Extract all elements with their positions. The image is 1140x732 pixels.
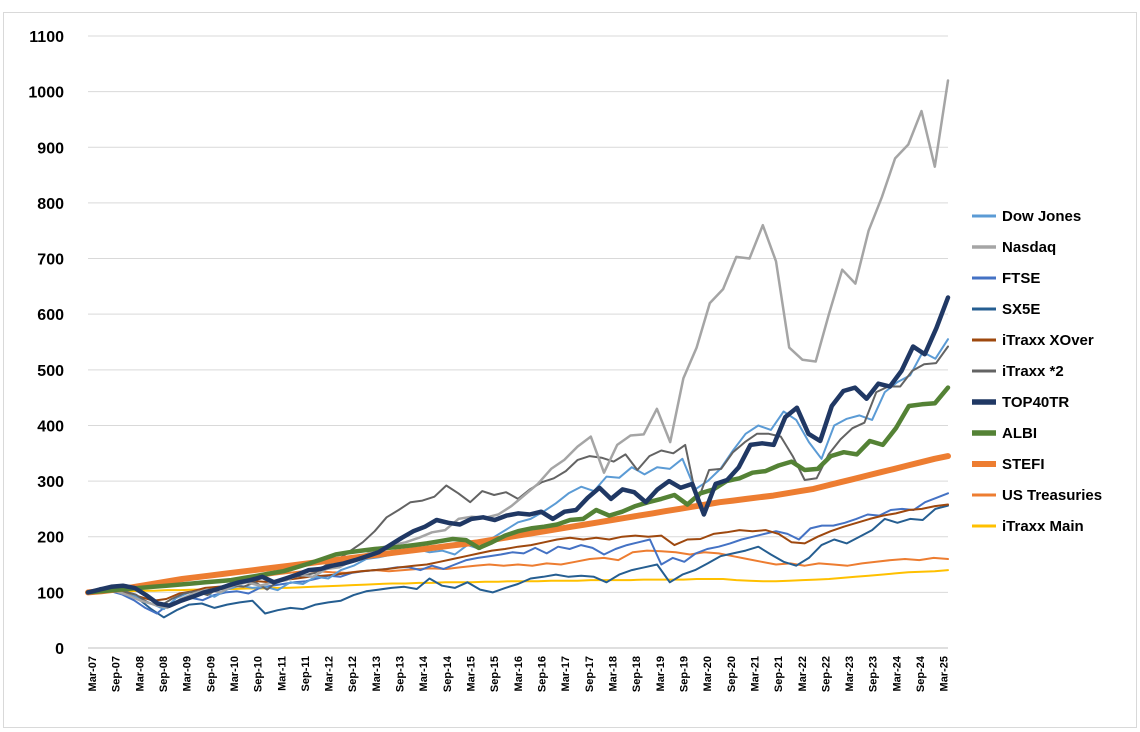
- y-tick-label: 700: [37, 252, 64, 269]
- series-line-stefi: [85, 453, 951, 596]
- x-tick-label: Mar-09: [182, 656, 194, 691]
- series-line-ftse: [87, 492, 949, 615]
- x-axis-ticks: Mar-07 Sep-07 Mar-08 Sep-08 Mar-09 Sep-09 Mar-…: [87, 655, 951, 692]
- y-tick-label: 400: [37, 418, 64, 435]
- x-tick-label: Mar-18: [607, 656, 619, 691]
- x-tick-label: Mar-23: [844, 656, 856, 691]
- legend-label: SX5E: [1002, 301, 1040, 318]
- x-tick-label: Sep-08: [158, 656, 170, 692]
- legend-label: FTSE: [1002, 270, 1040, 287]
- y-tick-label: 600: [37, 307, 64, 324]
- x-tick-label: Sep-13: [395, 656, 407, 692]
- x-tick-label: Sep-09: [205, 656, 217, 692]
- gridlines: [88, 35, 948, 649]
- x-tick-label: Sep-17: [584, 656, 596, 692]
- legend-label: ALBI: [1002, 425, 1037, 442]
- x-tick-label: Mar-10: [229, 656, 241, 691]
- legend-label: iTraxx XOver: [1002, 332, 1094, 349]
- x-tick-label: Sep-22: [820, 656, 832, 692]
- legend: Dow Jones Nasdaq FTSE SX5E iTraxx XOver iTrax…: [972, 208, 1102, 535]
- x-tick-label: Sep-24: [915, 655, 927, 692]
- x-tick-label: Sep-16: [537, 656, 549, 692]
- x-tick-label: Mar-19: [655, 656, 667, 691]
- series-line-albi: [85, 385, 951, 595]
- legend-label: Nasdaq: [1002, 239, 1056, 256]
- x-tick-label: Mar-24: [891, 655, 903, 691]
- y-tick-label: 300: [37, 474, 64, 491]
- x-tick-label: Mar-22: [797, 656, 809, 691]
- series-lines: [85, 79, 951, 619]
- x-tick-label: Sep-07: [111, 656, 123, 692]
- x-tick-label: Sep-19: [678, 656, 690, 692]
- series-line-dow-jones: [87, 338, 949, 611]
- y-tick-label: 800: [37, 196, 64, 213]
- y-tick-label: 1000: [28, 85, 64, 102]
- x-tick-label: Mar-17: [560, 656, 572, 691]
- x-tick-label: Mar-16: [513, 656, 525, 691]
- x-tick-label: Mar-25: [939, 656, 951, 691]
- x-tick-label: Mar-20: [702, 656, 714, 691]
- x-tick-label: Mar-11: [276, 656, 288, 691]
- legend-label: iTraxx Main: [1002, 518, 1084, 535]
- y-tick-label: 900: [37, 140, 64, 157]
- series-line-top40tr: [85, 295, 951, 608]
- y-tick-label: 500: [37, 363, 64, 380]
- legend-label: Dow Jones: [1002, 208, 1081, 225]
- y-tick-label: 0: [55, 641, 64, 658]
- y-axis-ticks: 0 100 200 300 400 500 600 700 800 900 1000 1100: [28, 29, 64, 658]
- series-line-itraxx-2: [87, 345, 949, 608]
- x-tick-label: Mar-14: [418, 655, 430, 691]
- x-tick-label: Sep-18: [631, 656, 643, 692]
- x-tick-label: Sep-14: [442, 655, 454, 692]
- x-tick-label: Mar-12: [324, 656, 336, 691]
- x-tick-label: Sep-20: [726, 656, 738, 692]
- x-tick-label: Mar-08: [134, 656, 146, 691]
- y-tick-label: 100: [37, 585, 64, 602]
- x-tick-label: Sep-11: [300, 656, 312, 691]
- x-tick-label: Mar-13: [371, 656, 383, 691]
- y-tick-label: 1100: [29, 29, 64, 46]
- legend-label: TOP40TR: [1002, 394, 1069, 411]
- y-tick-label: 200: [37, 530, 64, 547]
- x-tick-label: Mar-07: [87, 656, 99, 691]
- x-tick-label: Sep-12: [347, 656, 359, 692]
- x-tick-label: Mar-15: [466, 656, 478, 691]
- x-tick-label: Sep-23: [868, 656, 880, 692]
- series-line-nasdaq: [86, 79, 950, 610]
- legend-label: iTraxx *2: [1002, 363, 1064, 380]
- x-tick-label: Sep-21: [773, 656, 785, 692]
- x-tick-label: Sep-10: [253, 656, 265, 692]
- x-tick-label: Mar-21: [749, 656, 761, 691]
- x-tick-label: Sep-15: [489, 656, 501, 692]
- legend-label: STEFI: [1002, 456, 1045, 473]
- legend-label: US Treasuries: [1002, 487, 1102, 504]
- series-line-sx5e: [87, 504, 949, 619]
